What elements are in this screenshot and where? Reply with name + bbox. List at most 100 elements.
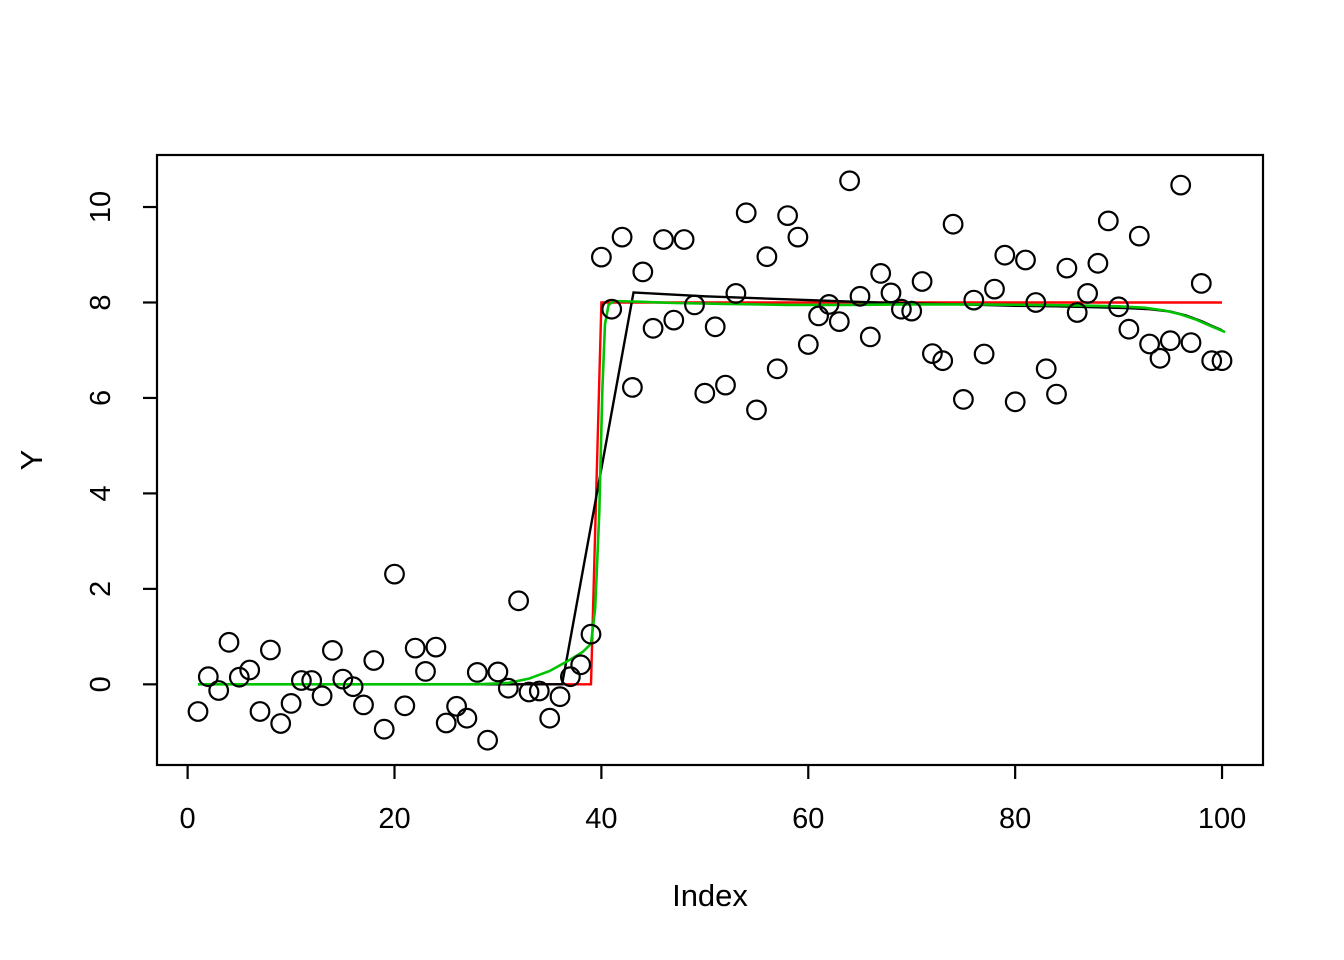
scatter-point bbox=[601, 298, 623, 320]
scatter-point bbox=[1170, 174, 1192, 196]
scatter-point bbox=[808, 305, 829, 327]
scatter-point bbox=[291, 670, 312, 691]
fit-line-black bbox=[198, 291, 1223, 686]
scatter-point bbox=[528, 680, 550, 702]
scatter-points-layer bbox=[187, 170, 1233, 751]
scatter-point bbox=[497, 677, 519, 699]
scatter-point bbox=[870, 263, 892, 284]
scatter-point bbox=[642, 317, 664, 339]
scatter-point bbox=[663, 309, 685, 331]
y-tick-label: 2 bbox=[85, 581, 117, 597]
scatter-point bbox=[415, 661, 436, 682]
scatter-point bbox=[1004, 391, 1026, 413]
scatter-point bbox=[477, 729, 499, 751]
smooth-line-green bbox=[198, 299, 1226, 686]
scatter-point bbox=[1015, 249, 1036, 271]
scatter-point bbox=[218, 631, 240, 653]
scatter-point bbox=[797, 334, 819, 355]
scatter-point bbox=[725, 283, 747, 304]
scatter-point bbox=[280, 693, 302, 714]
x-tick-label: 20 bbox=[378, 803, 410, 835]
scatter-point bbox=[1066, 302, 1088, 323]
scatter-point bbox=[260, 639, 281, 661]
scatter-point bbox=[963, 289, 985, 311]
scatter-point bbox=[715, 374, 736, 396]
y-tick-label: 0 bbox=[85, 676, 117, 692]
scatter-point bbox=[684, 294, 705, 316]
scatter-point bbox=[363, 650, 385, 671]
y-tick-label: 4 bbox=[85, 485, 117, 501]
scatter-point bbox=[394, 695, 416, 717]
y-tick-label: 8 bbox=[85, 294, 117, 310]
scatter-point bbox=[384, 563, 405, 585]
x-tick-label: 100 bbox=[1198, 803, 1246, 835]
scatter-point bbox=[570, 654, 592, 676]
scatter-point bbox=[901, 300, 923, 322]
scatter-point bbox=[942, 213, 964, 235]
scatter-point bbox=[880, 282, 902, 304]
scatter-point bbox=[404, 637, 426, 659]
scatter-point bbox=[518, 681, 540, 703]
x-tick-label: 0 bbox=[180, 803, 196, 835]
scatter-point bbox=[1035, 358, 1057, 380]
scatter-point bbox=[1159, 330, 1181, 352]
scatter-point bbox=[1087, 252, 1109, 274]
scatter-point bbox=[1056, 257, 1078, 279]
scatter-point bbox=[704, 316, 726, 338]
scatter-point bbox=[425, 636, 447, 658]
scatter-point bbox=[994, 244, 1016, 266]
scatter-point bbox=[891, 298, 912, 320]
scatter-point bbox=[1149, 347, 1171, 369]
scatter-point bbox=[1097, 210, 1119, 232]
x-axis-label: Index bbox=[672, 878, 748, 913]
scatter-point bbox=[839, 170, 860, 192]
scatter-point bbox=[922, 343, 943, 365]
x-tick-label: 80 bbox=[999, 803, 1031, 835]
scatter-point bbox=[984, 278, 1005, 300]
scatter-point bbox=[187, 701, 209, 722]
scatter-point bbox=[849, 285, 871, 307]
scatter-point bbox=[1180, 332, 1202, 354]
scatter-point bbox=[622, 377, 643, 398]
scatter-point bbox=[735, 202, 757, 224]
scatter-point bbox=[560, 666, 581, 688]
scatter-point bbox=[1139, 333, 1160, 355]
y-tick-label: 10 bbox=[85, 191, 117, 223]
y-axis-label: Y bbox=[14, 450, 49, 471]
scatter-point bbox=[1211, 350, 1233, 372]
x-tick-label: 60 bbox=[792, 803, 824, 835]
scatter-point bbox=[1118, 318, 1140, 340]
scatter-point bbox=[373, 718, 395, 740]
scatter-point bbox=[239, 659, 261, 681]
scatter-point bbox=[311, 685, 333, 707]
series-layer bbox=[198, 291, 1226, 686]
scatter-point bbox=[549, 686, 571, 708]
scatter-point bbox=[1025, 292, 1047, 313]
scatter-point bbox=[197, 666, 219, 688]
scatter-point bbox=[1201, 350, 1223, 372]
scatter-point bbox=[859, 326, 881, 348]
y-tick-label: 6 bbox=[85, 390, 117, 406]
scatter-point bbox=[828, 311, 850, 333]
scatter-point bbox=[673, 229, 695, 250]
scatter-point bbox=[1077, 283, 1098, 304]
scatter-point bbox=[208, 680, 230, 701]
scatter-point bbox=[466, 662, 488, 683]
scatter-point bbox=[249, 701, 271, 722]
axes-layer: 0 20 40 60 80 100 0 2 4 6 8 10 bbox=[85, 153, 1265, 835]
scatter-point bbox=[342, 676, 364, 698]
scatter-point bbox=[1046, 383, 1067, 405]
scatter-point bbox=[694, 382, 716, 404]
scatter-point bbox=[539, 707, 561, 729]
scatter-point bbox=[766, 358, 788, 380]
scatter-point bbox=[746, 399, 767, 421]
scatter-point bbox=[973, 343, 995, 365]
x-tick-label: 40 bbox=[585, 803, 617, 835]
scatter-point bbox=[487, 661, 509, 683]
scatter-point bbox=[777, 205, 798, 227]
scatter-point bbox=[332, 668, 354, 690]
scatter-point bbox=[932, 350, 954, 372]
scatter-point bbox=[508, 590, 529, 612]
scatter-point bbox=[322, 640, 343, 661]
